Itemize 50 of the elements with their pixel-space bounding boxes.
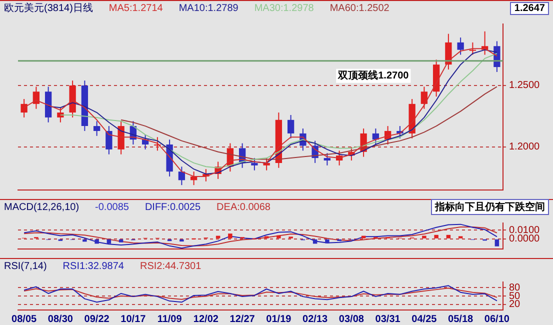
chart-title: RSI(7,14) [4, 260, 47, 272]
y-tick-label: 20 [509, 299, 521, 310]
candlestick [32, 86, 40, 110]
x-tick-label: 08/30 [48, 314, 74, 325]
y-tick-label: 0.0100 [509, 224, 540, 236]
candlestick [118, 120, 124, 155]
text: MA30:1.2978 [254, 2, 314, 14]
x-tick-label: 04/25 [412, 314, 438, 325]
x-tick-label: 06/10 [484, 314, 510, 325]
y-tick-label: 1.2000 [509, 142, 540, 153]
text: MA5:1.2714 [108, 2, 163, 14]
candlestick [324, 152, 331, 166]
text: MA10:1.2789 [178, 2, 238, 14]
x-tick-label: 05/18 [448, 314, 474, 325]
text: DIFF:0.0025 [144, 202, 201, 212]
x-tick-label: 03/31 [375, 314, 401, 325]
x-tick-label: 12/02 [193, 314, 219, 325]
text: RSI2:44.7301 [140, 260, 202, 272]
candlestick [93, 120, 100, 136]
x-tick-label: 08/05 [12, 314, 38, 325]
series-label: RSI1:32.9874 [62, 260, 124, 272]
x-tick-label: 02/13 [302, 314, 328, 325]
text: 指标向下且仍有下跌空间 [431, 199, 549, 215]
candlestick [251, 158, 258, 171]
candlestick [106, 126, 112, 155]
candlestick [445, 33, 452, 70]
x-tick-label: 10/17 [120, 314, 146, 325]
candlestick [457, 37, 464, 56]
x-tick-label: 12/27 [230, 314, 256, 325]
chart-title: 欧元美元(3814)日线 [4, 2, 93, 15]
text: MA60:1.2502 [330, 2, 390, 14]
text: DEA:0.0068 [216, 202, 270, 212]
candlestick [469, 42, 476, 56]
candlestick [57, 107, 64, 123]
y-tick-label: 0.0000 [509, 234, 540, 245]
x-tick-label: 09/22 [84, 314, 110, 325]
candlestick [263, 158, 270, 171]
x-tick-label: 03/08 [338, 314, 364, 325]
x-tick-label: 01/19 [266, 314, 292, 325]
ref-line-label: 双顶颈线1.2700 [337, 70, 410, 82]
y-tick-label: 80 [509, 282, 521, 294]
y-tick-label: 1.2500 [509, 80, 540, 92]
candlestick [20, 98, 28, 118]
candlestick [178, 166, 186, 186]
candlestick [420, 86, 428, 110]
text: -0.0085 [95, 202, 129, 212]
x-tick-label: 11/09 [157, 314, 182, 325]
candlestick [287, 114, 294, 139]
chart-title: MACD(12,26,10) [4, 202, 80, 212]
text: 1.2647 [510, 2, 549, 14]
